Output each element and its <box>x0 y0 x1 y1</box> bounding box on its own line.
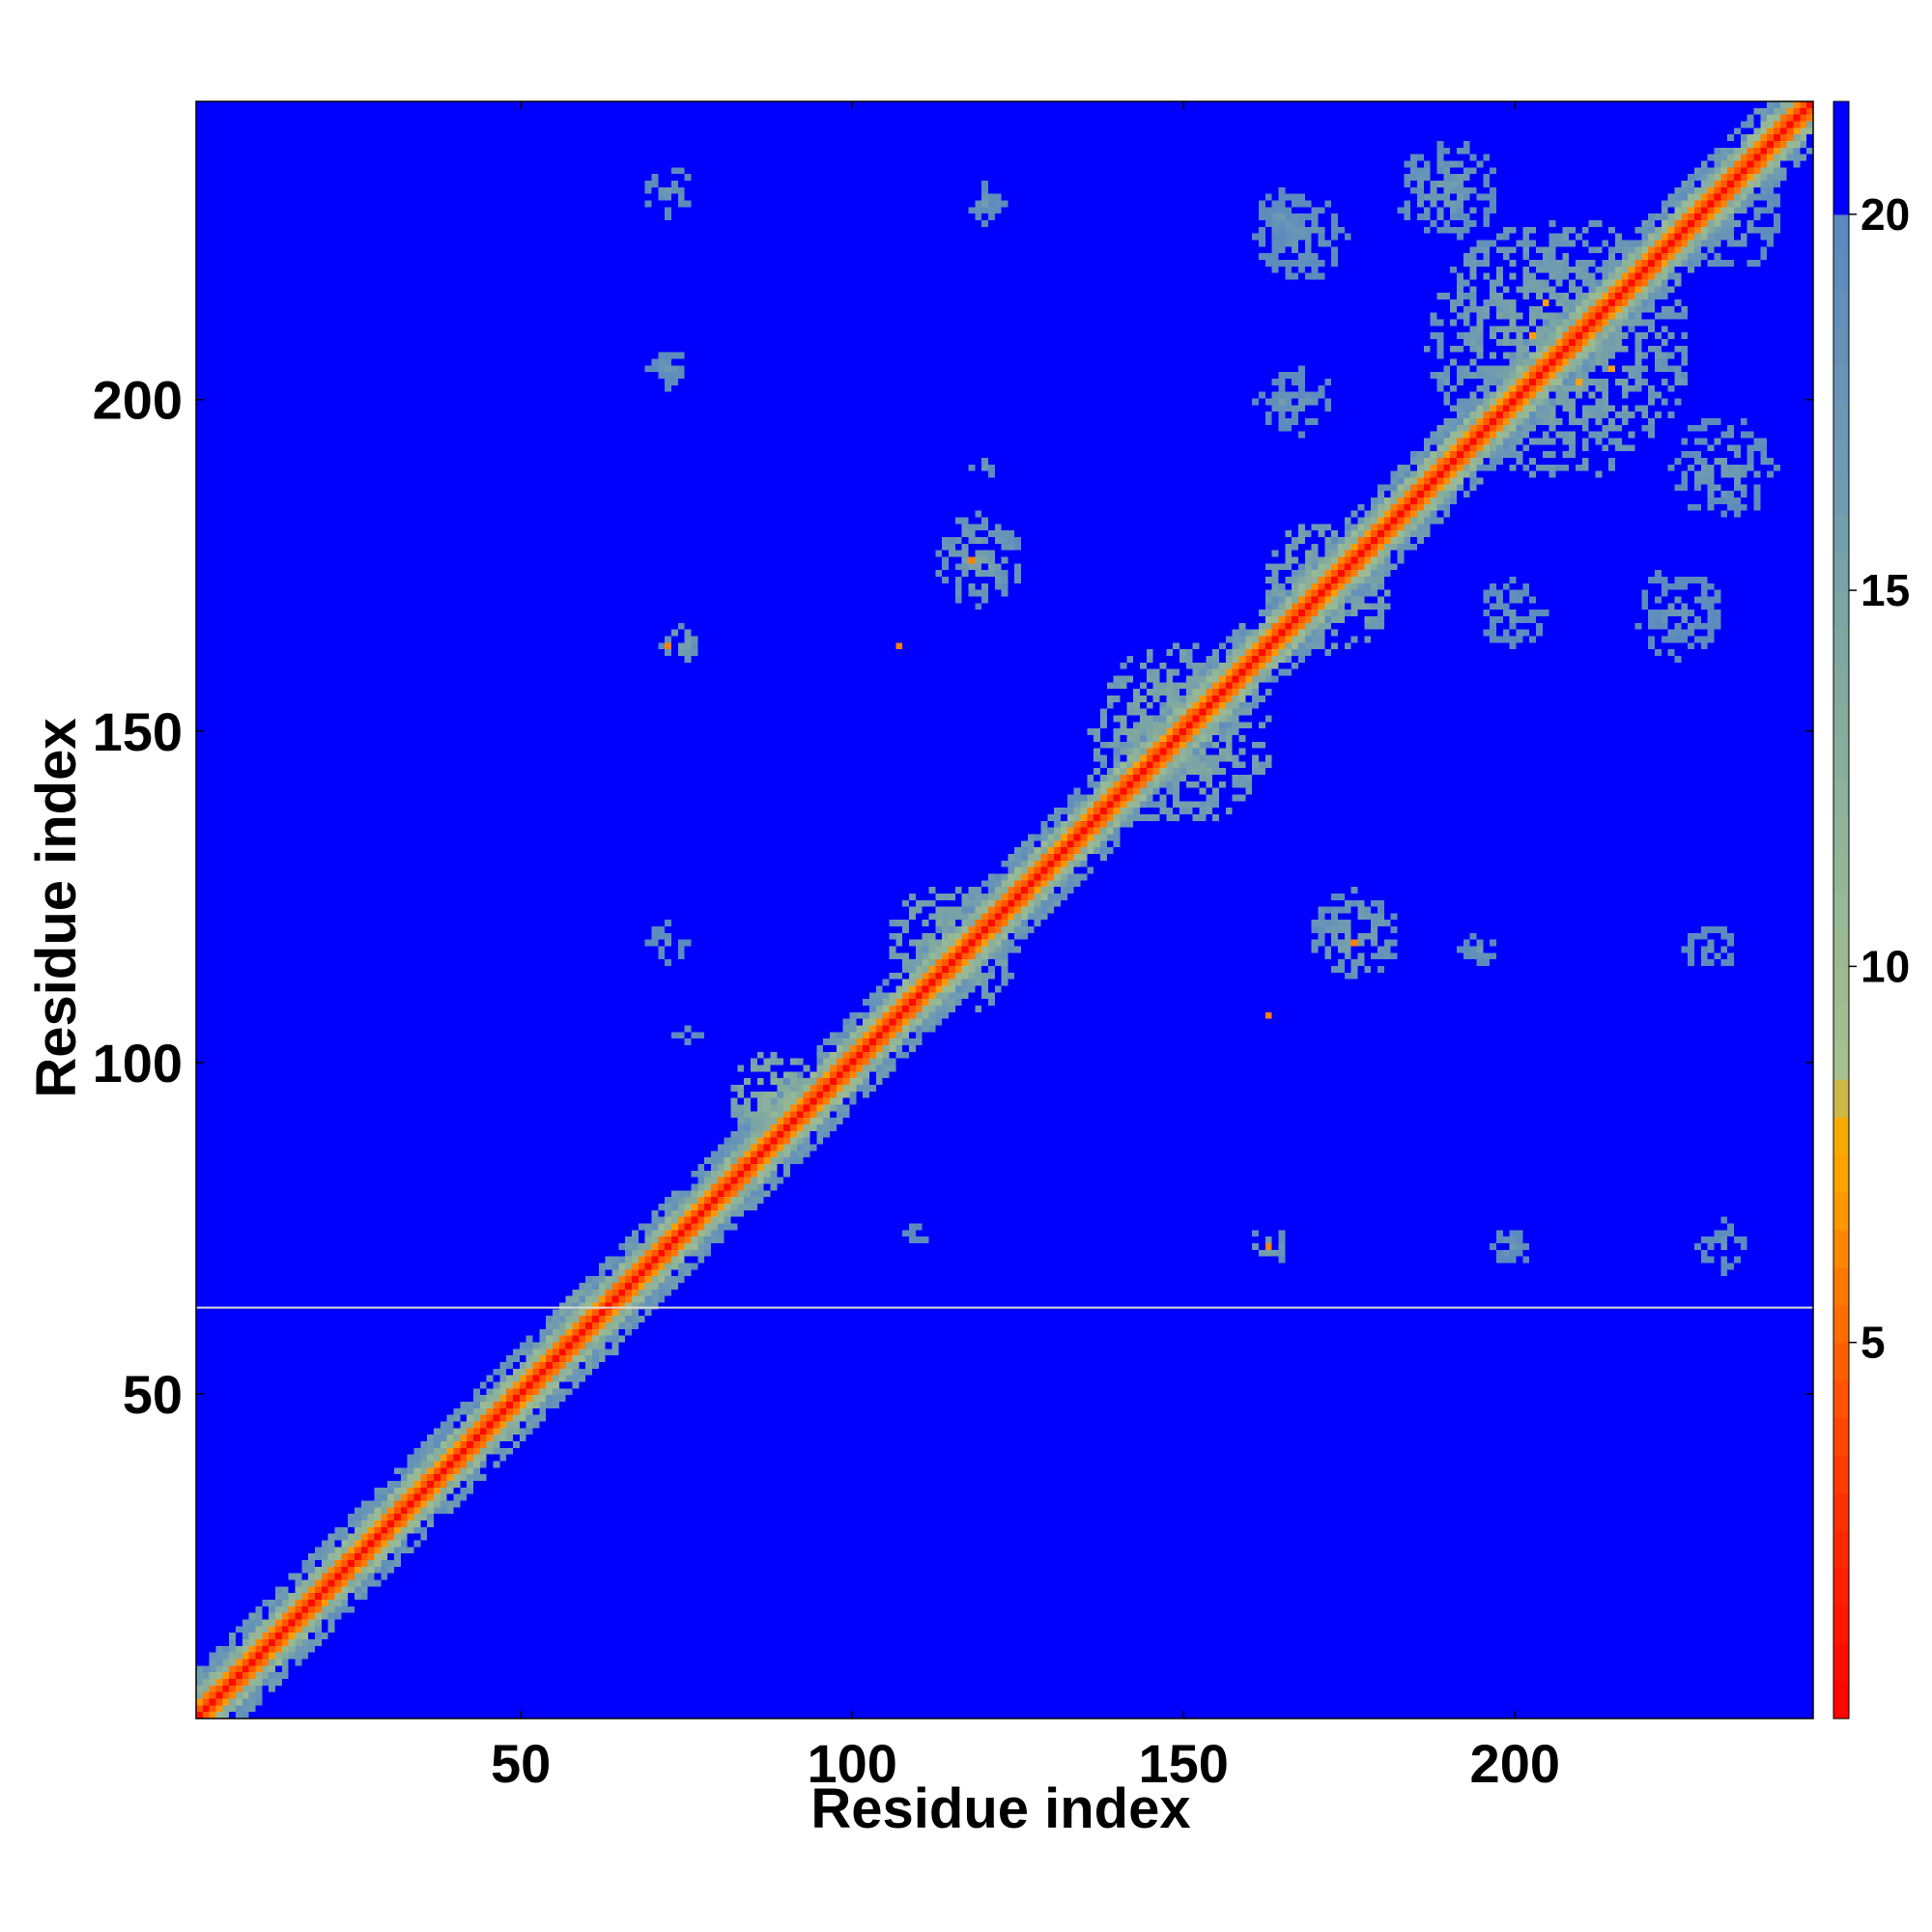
colorbar-segment <box>1833 1568 1849 1606</box>
x-axis: 50 100 150 200 <box>491 101 1560 1794</box>
colorbar-segment <box>1833 1154 1849 1193</box>
plot-frame <box>195 100 1814 1719</box>
colorbar-segment <box>1833 402 1849 440</box>
heatmap-image <box>196 101 1813 1719</box>
x-tick-label: 100 <box>807 1733 896 1794</box>
colorbar-segment <box>1833 1266 1849 1306</box>
colorbar-segment <box>1833 364 1849 404</box>
colorbar-tick-label: 5 <box>1861 1318 1886 1368</box>
heatmap-cells <box>196 101 1813 1719</box>
colorbar-frame <box>1833 100 1850 1719</box>
colorbar-segment <box>1833 966 1849 1005</box>
colorbar-segment <box>1833 213 1849 253</box>
colorbar-segment <box>1833 1041 1849 1080</box>
colorbar-segment <box>1833 515 1849 554</box>
x-tick-label: 200 <box>1470 1733 1560 1794</box>
colorbar: 5 10 15 20 <box>1833 100 1910 1719</box>
colorbar-segment <box>1833 778 1849 817</box>
y-tick-label: 200 <box>93 370 183 431</box>
colorbar-segment <box>1833 702 1849 742</box>
colorbar-tick-label: 15 <box>1861 565 1910 615</box>
colorbar-segment <box>1833 176 1849 215</box>
colorbar-segment <box>1833 327 1849 366</box>
colorbar-segment <box>1833 251 1849 291</box>
colorbar-segment <box>1833 1379 1849 1419</box>
colorbar-segment <box>1833 1605 1849 1644</box>
colorbar-segment <box>1833 1342 1849 1381</box>
colorbar-segment <box>1833 1417 1849 1457</box>
colorbar-tick-label: 10 <box>1861 941 1910 991</box>
colorbar-segment <box>1833 289 1849 328</box>
y-tick-label: 50 <box>123 1364 183 1425</box>
colorbar-segment <box>1833 1229 1849 1268</box>
colorbar-segment <box>1833 1681 1849 1719</box>
colorbar-segment <box>1833 138 1849 178</box>
colorbar-segment <box>1833 665 1849 704</box>
colorbar-segment <box>1833 928 1849 967</box>
y-axis-title: Residue index <box>25 718 88 1097</box>
colorbar-segment <box>1833 891 1849 930</box>
colorbar-segment <box>1833 477 1849 516</box>
colorbar-tick-label: 20 <box>1861 189 1910 240</box>
y-tick-label: 150 <box>93 701 183 762</box>
colorbar-segment <box>1833 1117 1849 1155</box>
colorbar-segment <box>1833 1304 1849 1344</box>
x-tick-label: 150 <box>1139 1733 1229 1794</box>
colorbar-segment <box>1833 590 1849 629</box>
colorbar-segment <box>1833 1643 1849 1682</box>
colorbar-segment <box>1833 628 1849 667</box>
colorbar-segment <box>1833 740 1849 780</box>
colorbar-segment <box>1833 815 1849 855</box>
x-axis-title: Residue index <box>810 1777 1190 1840</box>
colorbar-segment <box>1833 1455 1849 1494</box>
x-tick-label: 50 <box>491 1733 551 1794</box>
colorbar-segment <box>1833 101 1849 140</box>
colorbar-segment <box>1833 853 1849 893</box>
colorbar-segment <box>1833 440 1849 478</box>
colorbar-segment <box>1833 1004 1849 1042</box>
colorbar-segment <box>1833 1079 1849 1118</box>
colorbar-segment <box>1833 553 1849 591</box>
colorbar-segment <box>1833 1530 1849 1569</box>
colorbar-segment <box>1833 1492 1849 1531</box>
y-axis: 50 100 150 200 <box>93 370 1813 1425</box>
colorbar-segment <box>1833 1191 1849 1231</box>
y-tick-label: 100 <box>93 1033 183 1094</box>
